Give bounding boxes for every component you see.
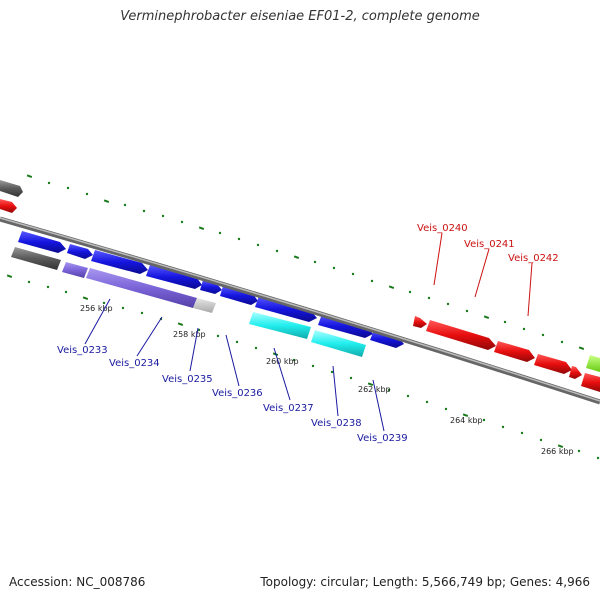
gene-arrow-blue bbox=[67, 244, 93, 259]
gene-arrow-red bbox=[426, 320, 496, 350]
gene-block-cyan bbox=[249, 312, 311, 339]
label-leader-lines bbox=[84, 232, 533, 432]
inner-tick-ring bbox=[6, 274, 600, 460]
gene-arrow-blue bbox=[91, 250, 148, 274]
gene-arrow-red bbox=[0, 199, 17, 213]
gene-arrow-blue bbox=[146, 265, 202, 289]
gene-label: Veis_0237 bbox=[263, 403, 314, 414]
gene-label: Veis_0235 bbox=[162, 374, 213, 385]
gene-arrow-red bbox=[494, 341, 535, 362]
gene-label: Veis_0240 bbox=[417, 223, 468, 234]
gene-block-cyan bbox=[311, 330, 366, 357]
gene-arrow-blue bbox=[220, 286, 258, 305]
gene-label: Veis_0242 bbox=[508, 253, 559, 264]
accession-label: Accession: NC_008786 bbox=[9, 575, 146, 589]
gene-arrow-blue bbox=[200, 280, 222, 294]
gene-label: Veis_0238 bbox=[311, 418, 362, 429]
gene-label: Veis_0241 bbox=[464, 239, 515, 250]
gene-arrow-red bbox=[534, 354, 572, 374]
gene-block-grey bbox=[11, 247, 61, 270]
gene-arrow-red bbox=[569, 366, 582, 379]
gene-label: Veis_0239 bbox=[357, 433, 408, 444]
gene-arrow-green bbox=[586, 355, 600, 372]
map-title: Verminephrobacter eiseniae EF01-2, compl… bbox=[120, 9, 480, 24]
gene-block-light bbox=[193, 298, 216, 313]
gene-labels: Veis_0233 Veis_0234 Veis_0235 Veis_0236 … bbox=[57, 223, 559, 444]
kbp-labels: 256 kbp 258 kbp 260 kbp 262 kbp 264 kbp … bbox=[80, 304, 574, 456]
gene-arrow-blue bbox=[18, 231, 66, 253]
gene-arrow-red bbox=[413, 316, 427, 328]
tick-label: 266 kbp bbox=[541, 447, 574, 456]
tick-label: 256 kbp bbox=[80, 304, 113, 313]
gene-arrow-blue bbox=[255, 296, 317, 322]
genome-backbone bbox=[0, 216, 600, 405]
outer-strand-genes bbox=[0, 180, 600, 392]
gene-label: Veis_0233 bbox=[57, 345, 108, 356]
gene-arrow-grey bbox=[0, 180, 23, 197]
tick-label: 264 kbp bbox=[450, 416, 483, 425]
tick-label: 258 kbp bbox=[173, 330, 206, 339]
gene-arrow-red bbox=[581, 373, 600, 392]
inner-strand-genes bbox=[11, 247, 366, 357]
gene-label: Veis_0234 bbox=[109, 358, 160, 369]
gene-label: Veis_0236 bbox=[212, 388, 263, 399]
outer-tick-ring bbox=[26, 174, 585, 350]
tick-label: 260 kbp bbox=[266, 357, 299, 366]
genome-summary: Topology: circular; Length: 5,566,749 bp… bbox=[260, 575, 590, 589]
gene-block-purple bbox=[86, 268, 197, 308]
gene-block-purple bbox=[62, 262, 88, 278]
tick-label: 262 kbp bbox=[358, 385, 391, 394]
gene-arrow-blue bbox=[370, 330, 404, 348]
